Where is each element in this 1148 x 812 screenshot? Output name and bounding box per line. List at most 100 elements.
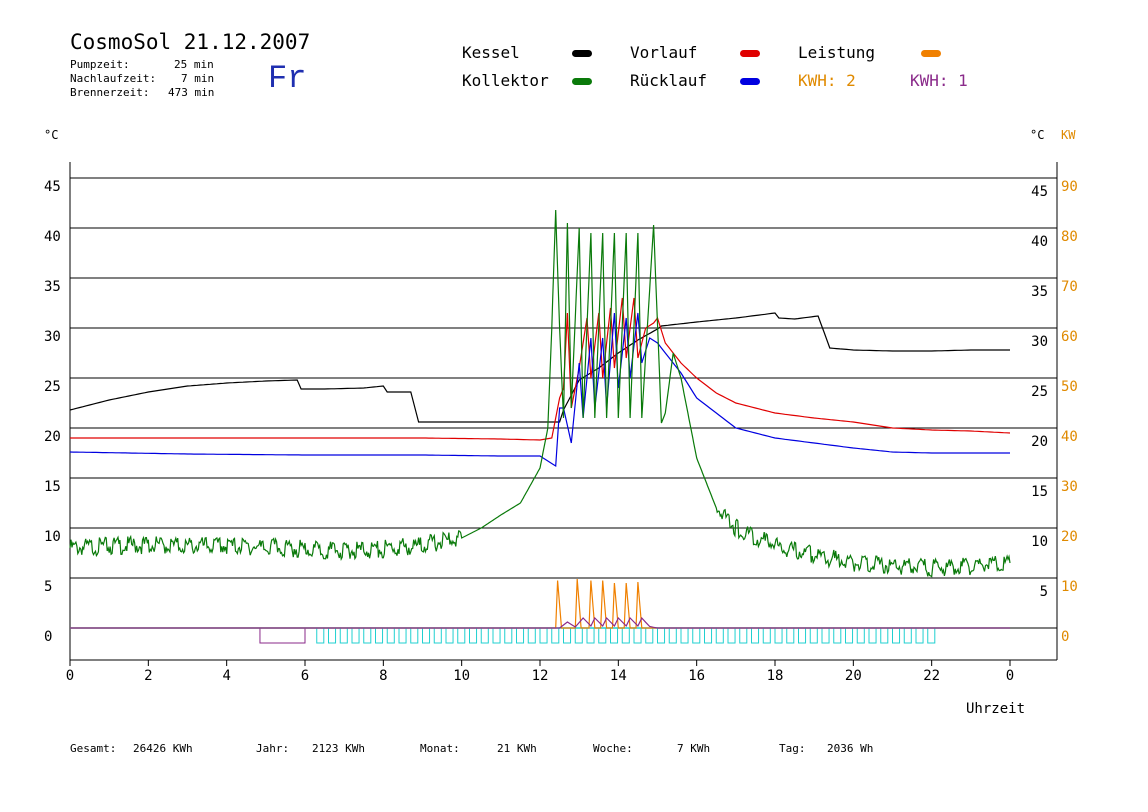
footer-label-tag: Tag:	[779, 742, 806, 755]
footer-label-monat: Monat:	[420, 742, 460, 755]
burner-pulse	[316, 627, 325, 644]
stat-label-pump: Pumpzeit:	[70, 58, 130, 71]
burner-pulse	[574, 627, 583, 644]
burner-pulse	[645, 627, 654, 644]
x-tick-label: 14	[610, 668, 627, 684]
x-tick-label: 20	[845, 668, 862, 684]
burner-pulse	[386, 627, 395, 644]
stat-value-nachlauf: 7 min	[181, 72, 215, 85]
footer-label-gesamt: Gesamt:	[70, 742, 117, 755]
series-lines	[69, 209, 1011, 629]
x-tick-label: 22	[923, 668, 940, 684]
y-tick-label-left: 0	[44, 629, 52, 645]
y-tick-label-left: 30	[44, 329, 61, 345]
burner-pulse	[480, 627, 489, 644]
footer-label-woche: Woche:	[593, 742, 633, 755]
stat-label-nachlauf: Nachlaufzeit:	[70, 72, 157, 85]
burner-pulse	[868, 627, 877, 644]
series-line-vorlauf	[70, 297, 1011, 441]
burner-pulse	[715, 627, 724, 644]
footer-value-tag: 2036 Wh	[827, 742, 874, 755]
x-axis-title: Uhrzeit	[966, 701, 1026, 717]
burner-pulse	[927, 627, 936, 644]
tick-labels: 0 2 4 6 8 10 12 14 16 18 20 22 005101520253035404551…	[44, 179, 1078, 684]
burner-pulse	[786, 627, 795, 644]
y-tick-label-left: 45	[44, 179, 61, 195]
y-tick-label-left: 35	[44, 279, 61, 295]
x-tick-label: 0	[1006, 668, 1014, 684]
legend-label-kessel: Kessel	[462, 43, 520, 62]
series-line-leistung	[70, 578, 1010, 629]
y-tick-label-right: 5	[1040, 584, 1048, 600]
burner-pulse	[445, 627, 454, 644]
series-line-kollektor	[69, 209, 1011, 578]
y-tick-label-right: 20	[1031, 434, 1048, 450]
burner-pulse	[457, 627, 466, 644]
left-axis-unit: °C	[44, 128, 59, 142]
burner-pulse	[668, 627, 677, 644]
chart-title: CosmoSol 21.12.2007	[70, 30, 311, 54]
footer-value-woche: 7 KWh	[677, 742, 711, 755]
x-tick-label: 16	[688, 668, 705, 684]
x-tick-label: 6	[301, 668, 309, 684]
burner-pulse	[398, 627, 407, 644]
burner-pulse	[880, 627, 889, 644]
right-axis-unit: °C	[1030, 128, 1045, 142]
burner-pulse	[469, 627, 478, 644]
y-tick-label-left: 15	[44, 479, 61, 495]
right-axis-unit-kw: KW	[1061, 128, 1076, 142]
y-tick-label-left: 20	[44, 429, 61, 445]
y-tick-label-right: 40	[1031, 234, 1048, 250]
legend-swatch-ruecklauf	[740, 78, 760, 85]
burner-pulse	[492, 627, 501, 644]
burner-pulse	[375, 627, 384, 644]
burner-block	[259, 627, 306, 644]
burner-pulse	[845, 627, 854, 644]
burner-pulse	[798, 627, 807, 644]
stat-value-brenner: 473 min	[168, 86, 215, 99]
burner-pulse	[363, 627, 372, 644]
y-tick-label-right: 45	[1031, 184, 1048, 200]
burner-pulse	[657, 627, 666, 644]
burner-pulse	[915, 627, 924, 644]
legend-label-vorlauf: Vorlauf	[630, 43, 698, 62]
weekday-label: Fr	[268, 60, 307, 97]
y2-tick-label: 10	[1061, 579, 1078, 595]
legend-swatch-kollektor	[572, 78, 592, 85]
burner-pulse	[692, 627, 701, 644]
legend-label-leistung: Leistung	[798, 43, 876, 62]
burner-pulse	[739, 627, 748, 644]
burner-pulse	[762, 627, 771, 644]
legend-label-kwh2: KWH: 2	[798, 71, 856, 90]
burner-pulse	[621, 627, 630, 644]
y-tick-label-left: 10	[44, 529, 61, 545]
burner-pulse	[751, 627, 760, 644]
y2-tick-label: 20	[1061, 529, 1078, 545]
x-tick-label: 18	[767, 668, 784, 684]
burner-pulse	[727, 627, 736, 644]
x-tick-label: 4	[222, 668, 230, 684]
burner-pulse	[351, 627, 360, 644]
burner-state-band	[70, 627, 1010, 644]
burner-pulse	[598, 627, 607, 644]
y-tick-label-right: 10	[1031, 534, 1048, 550]
y2-tick-label: 80	[1061, 229, 1078, 245]
x-tick-label: 0	[66, 668, 74, 684]
y2-tick-label: 70	[1061, 279, 1078, 295]
x-tick-label: 12	[532, 668, 549, 684]
burner-pulse	[809, 627, 818, 644]
stat-label-brenner: Brennerzeit:	[70, 86, 150, 99]
y-tick-label-left: 5	[44, 579, 52, 595]
chart-axes	[69, 162, 1058, 661]
footer-value-jahr: 2123 KWh	[312, 742, 365, 755]
legend-swatch-vorlauf	[740, 50, 760, 57]
footer-label-jahr: Jahr:	[256, 742, 290, 755]
y-tick-label-left: 40	[44, 229, 61, 245]
y-tick-label-right: 15	[1031, 484, 1048, 500]
burner-pulse	[527, 627, 536, 644]
burner-pulse	[892, 627, 901, 644]
series-line-kessel	[69, 312, 1010, 423]
burner-pulse	[774, 627, 783, 644]
burner-pulse	[680, 627, 689, 644]
